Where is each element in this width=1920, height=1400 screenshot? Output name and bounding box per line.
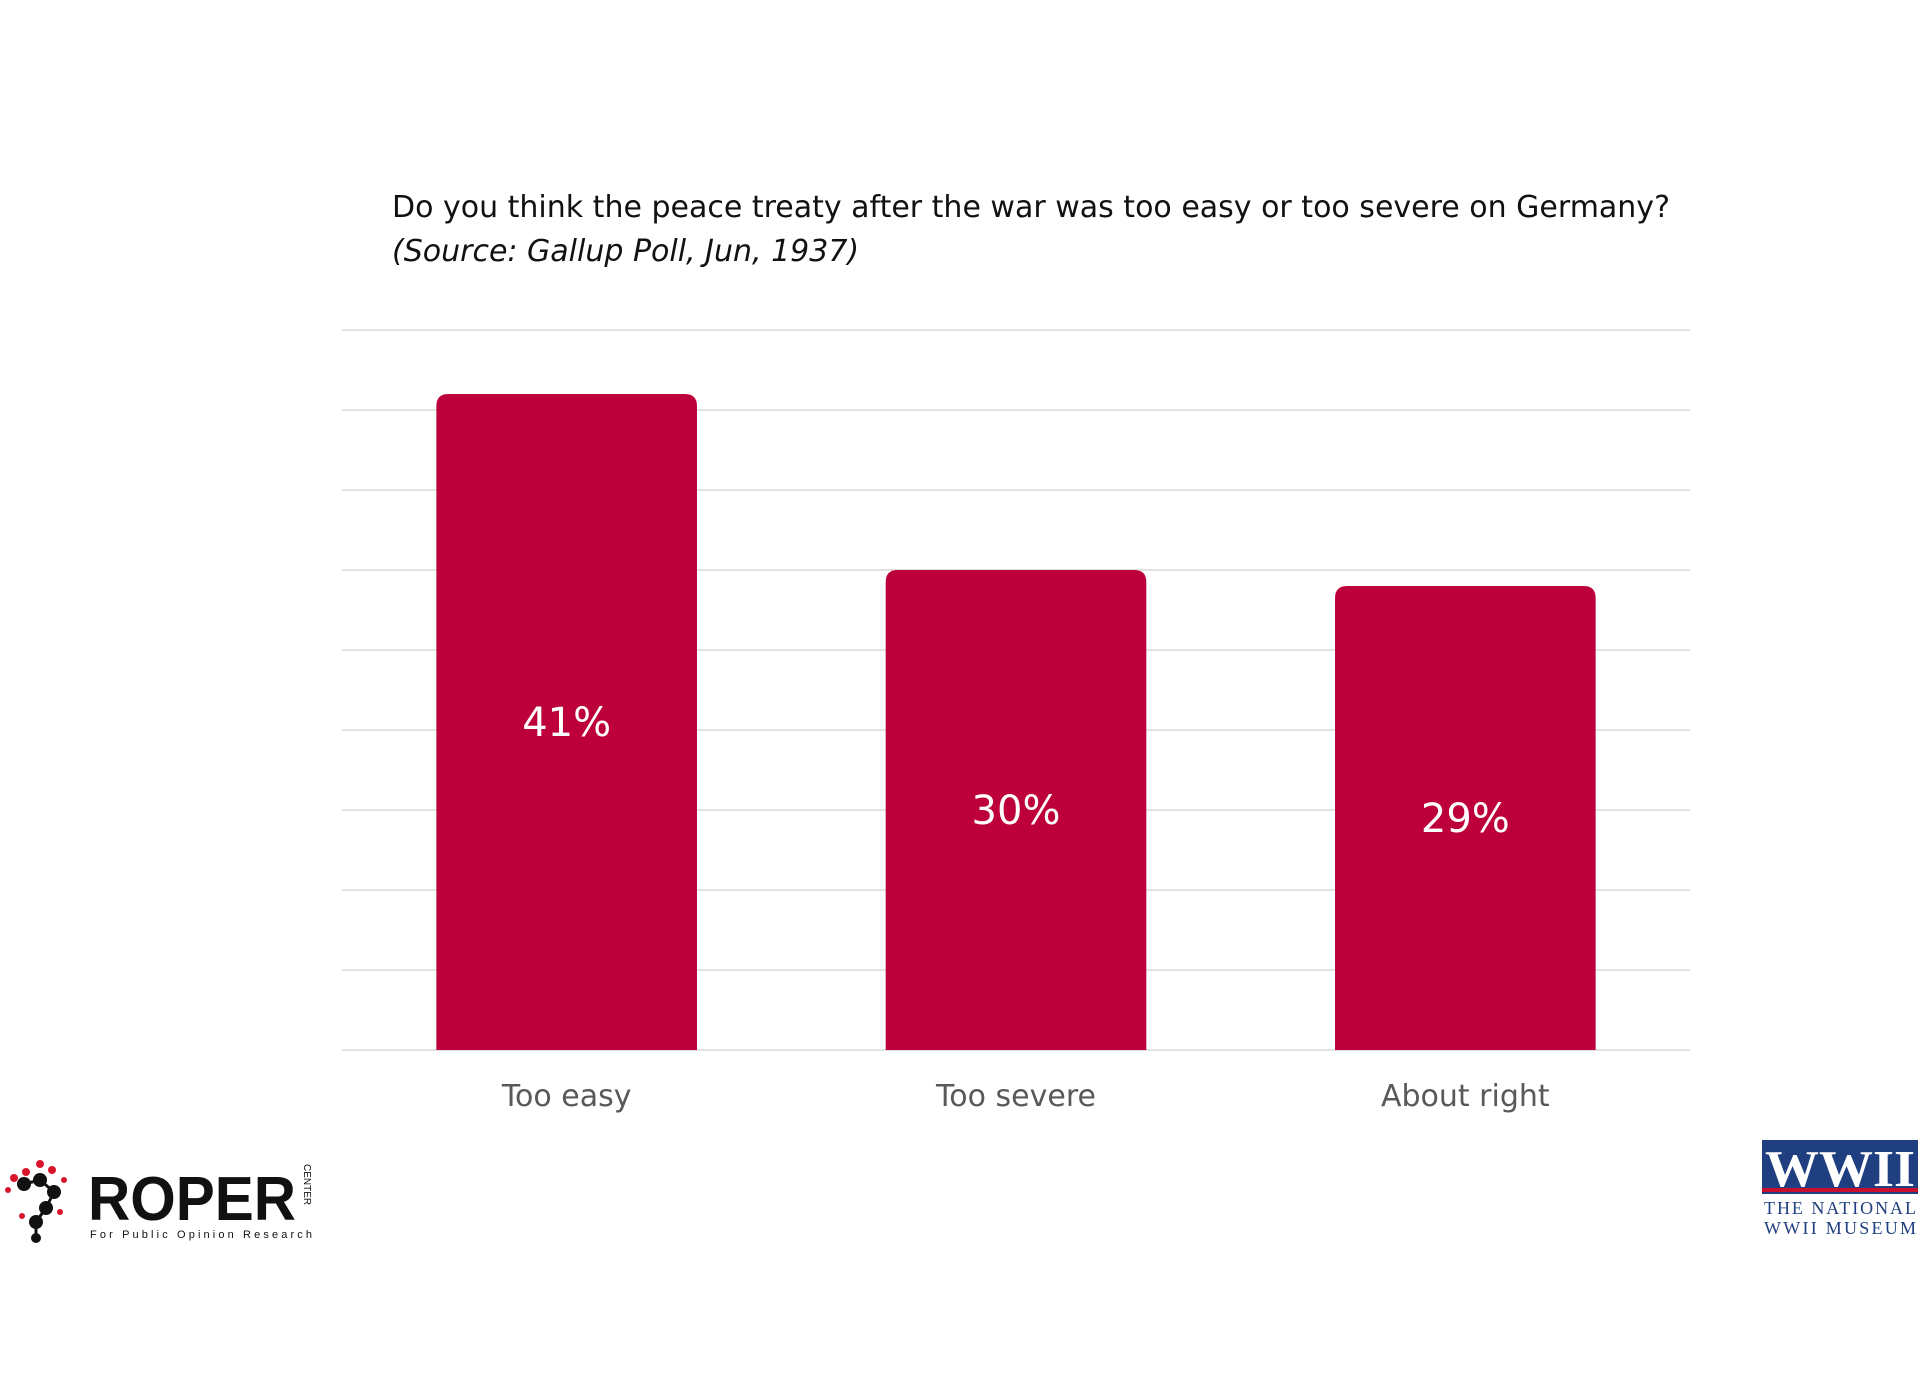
roper-molecule-icon [5,1160,67,1243]
data-label: 29% [1421,796,1510,842]
wwii-mark-background [1762,1140,1918,1194]
chart-title: Do you think the peace treaty after the … [392,190,1670,225]
roper-name: ROPER [88,1165,296,1234]
bar-about-right [1335,586,1596,1050]
category-label: Too easy [501,1079,632,1114]
wwii-museum-logo: WWII THE NATIONAL WWII MUSEUM [1762,1140,1918,1238]
wwii-accent-stripe [1762,1188,1918,1192]
bar-too-easy [436,394,697,1050]
chart-source: (Source: Gallup Poll, Jun, 1937) [392,234,860,269]
data-label: 41% [522,700,611,746]
roper-center-tag: CENTER [301,1164,312,1205]
category-label: About right [1381,1079,1550,1114]
wwii-line2: WWII MUSEUM [1764,1218,1916,1238]
bar-too-severe [885,570,1147,1050]
data-label: 30% [972,788,1061,834]
roper-center-logo: ROPER CENTER For Public Opinion Research [5,1160,312,1243]
category-label: Too severe [935,1079,1096,1114]
wwii-line1: THE NATIONAL [1764,1198,1916,1218]
